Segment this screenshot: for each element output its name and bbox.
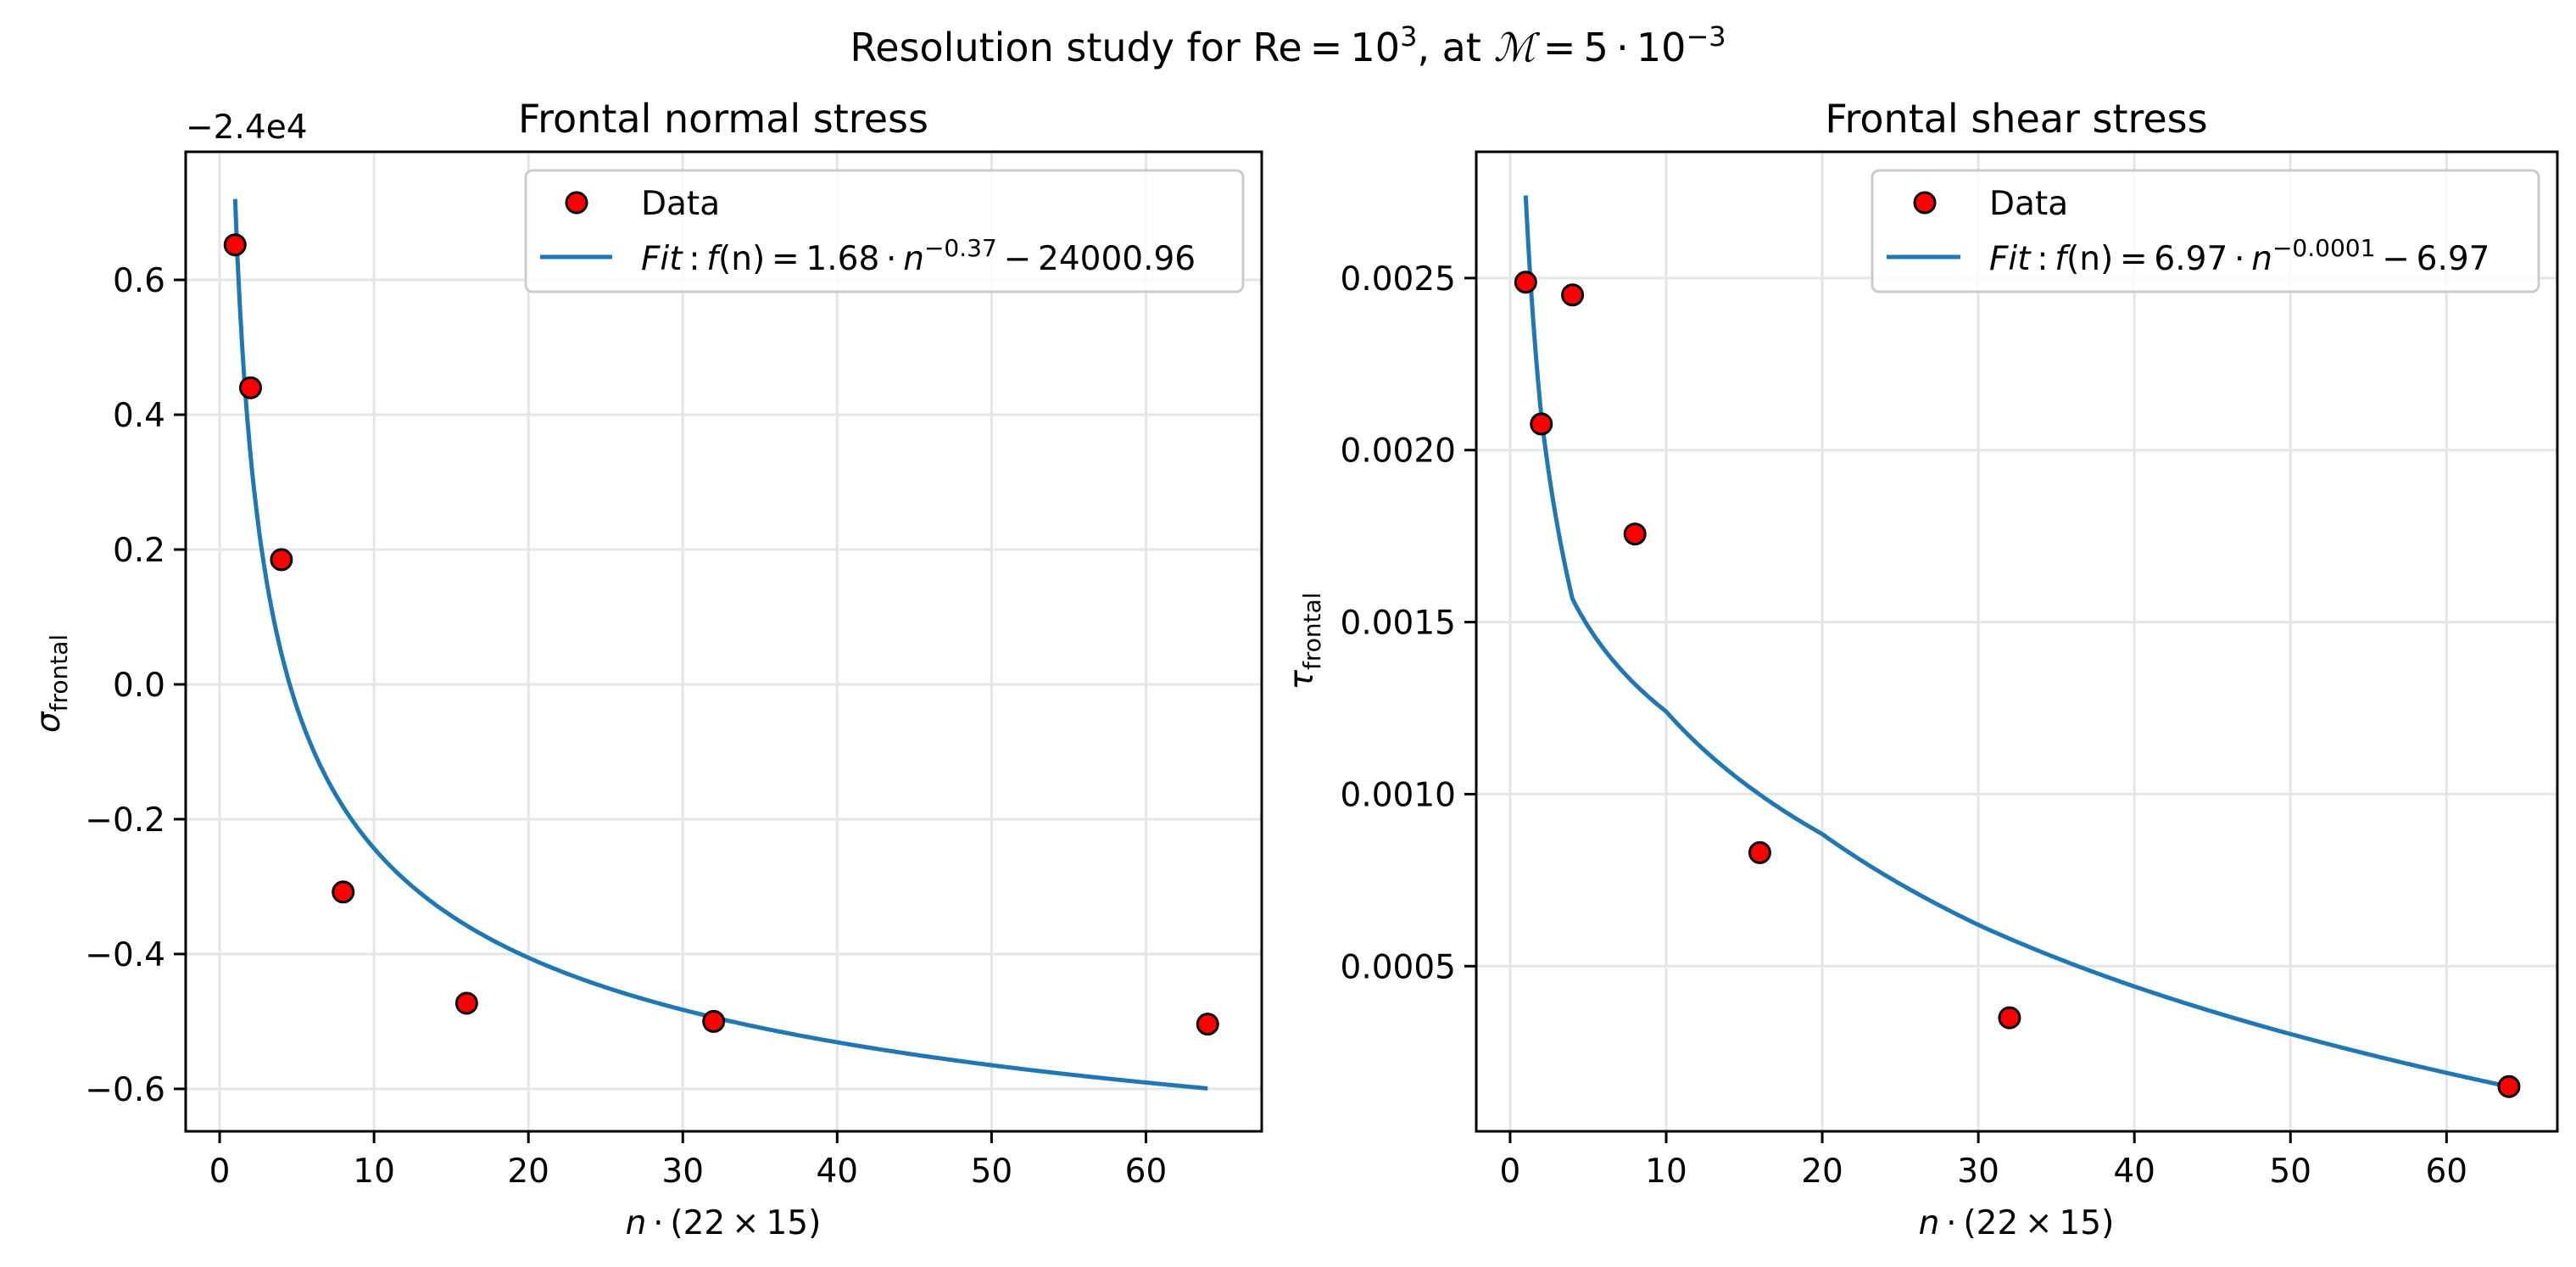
x-tick-label: 40 [816,1153,858,1191]
axes-frame [184,150,1263,1133]
legend-fit-label: Fit : f(n) = 6.97 · n−0.0001 − 6.97 [1989,234,2490,278]
x-tick-label: 0 [209,1153,231,1191]
y-tick-label: 0.0010 [1341,776,1456,814]
legend-data-marker [565,191,588,215]
legend-data-label: Data [1989,185,2068,223]
data-point [702,1009,726,1033]
chart-title: Frontal normal stress [518,96,928,142]
x-tick-label: 50 [2269,1153,2311,1191]
x-tick-label: 60 [1125,1153,1168,1191]
x-tick-label: 10 [1645,1153,1687,1191]
legend: Data Fit : f(n) = 6.97 · n−0.0001 − 6.97 [1871,169,2540,293]
x-tick-label: 30 [661,1153,704,1191]
legend-box [524,169,1245,293]
y-axis-label: τfrontal [1283,592,1326,689]
y-tick-label: −0.6 [85,1071,165,1109]
y-tick-label: 0.0005 [1341,948,1456,986]
chart-title: Frontal shear stress [1825,96,2207,142]
x-tick-label: 30 [1957,1153,1999,1191]
fit-line [1523,195,2510,1089]
data-point [2497,1074,2521,1098]
panel-shear-stress: 0 10 20 30 40 50 60 0.00050.00100.00150.00200.… [1283,96,2559,1242]
axes-frame [1475,150,2559,1133]
data-point [1530,412,1553,436]
x-axis-label: n · (22 × 15) [1919,1204,2115,1242]
panel-normal-stress: 0 10 20 30 40 50 60 −0.6 −0.4 −0.2 0.0 0.2 0.4 0.6 F… [30,96,1263,1242]
x-axis-label: n · (22 × 15) [626,1204,822,1242]
data-point [332,880,355,904]
data-point [270,548,293,572]
y-tick-label: −0.4 [85,936,165,974]
data-point [1748,840,1771,864]
legend-data-label: Data [641,185,720,223]
data-point [1998,1006,2021,1030]
x-tick-label: 50 [971,1153,1013,1191]
x-tick-label: 0 [1500,1153,1521,1191]
x-ticks: 0 10 20 30 40 50 60 [1500,1131,2467,1191]
y-tick-label: −0.2 [85,801,165,840]
data-point [1623,522,1647,546]
legend-fit-label: Fit : f(n) = 1.68 · n−0.37 − 24000.96 [641,234,1196,278]
y-tick-label: 0.0015 [1341,605,1456,643]
x-ticks: 0 10 20 30 40 50 60 [209,1131,1168,1191]
legend-box [1871,169,2540,293]
data-point [1514,271,1537,294]
y-ticks: 0.0005 0.0010 0.0015 0.0020 0.0025 [1341,260,1476,986]
y-offset-text: −2.4e4 [186,109,308,147]
y-tick-label: 0.0 [113,667,165,705]
data-points-group [1514,271,2521,1098]
figure-suptitle: Resolution study for Re = 103, at ℳ = 5 … [850,20,1726,70]
legend-data-marker [1913,191,1937,215]
data-point [238,376,262,399]
fit-line-group [1523,195,2510,1089]
y-tick-label: 0.4 [113,397,165,435]
x-tick-label: 10 [353,1153,395,1191]
y-ticks: −0.6 −0.4 −0.2 0.0 0.2 0.4 0.6 [85,262,186,1109]
data-point [1561,283,1585,307]
y-tick-label: 0.2 [113,532,165,570]
y-tick-label: 0.6 [113,262,165,300]
y-tick-label: 0.0025 [1341,260,1456,299]
data-point [223,233,247,257]
x-tick-label: 20 [1801,1153,1843,1191]
x-tick-label: 20 [507,1153,549,1191]
x-tick-label: 40 [2113,1153,2155,1191]
data-point [454,991,478,1015]
data-points-group [223,233,1219,1036]
x-tick-label: 60 [2425,1153,2467,1191]
data-point [1196,1013,1219,1036]
y-axis-label: σfrontal [30,634,73,733]
legend: Data Fit : f(n) = 1.68 · n−0.37 − 24000.… [524,169,1245,293]
y-tick-label: 0.0020 [1341,433,1456,471]
